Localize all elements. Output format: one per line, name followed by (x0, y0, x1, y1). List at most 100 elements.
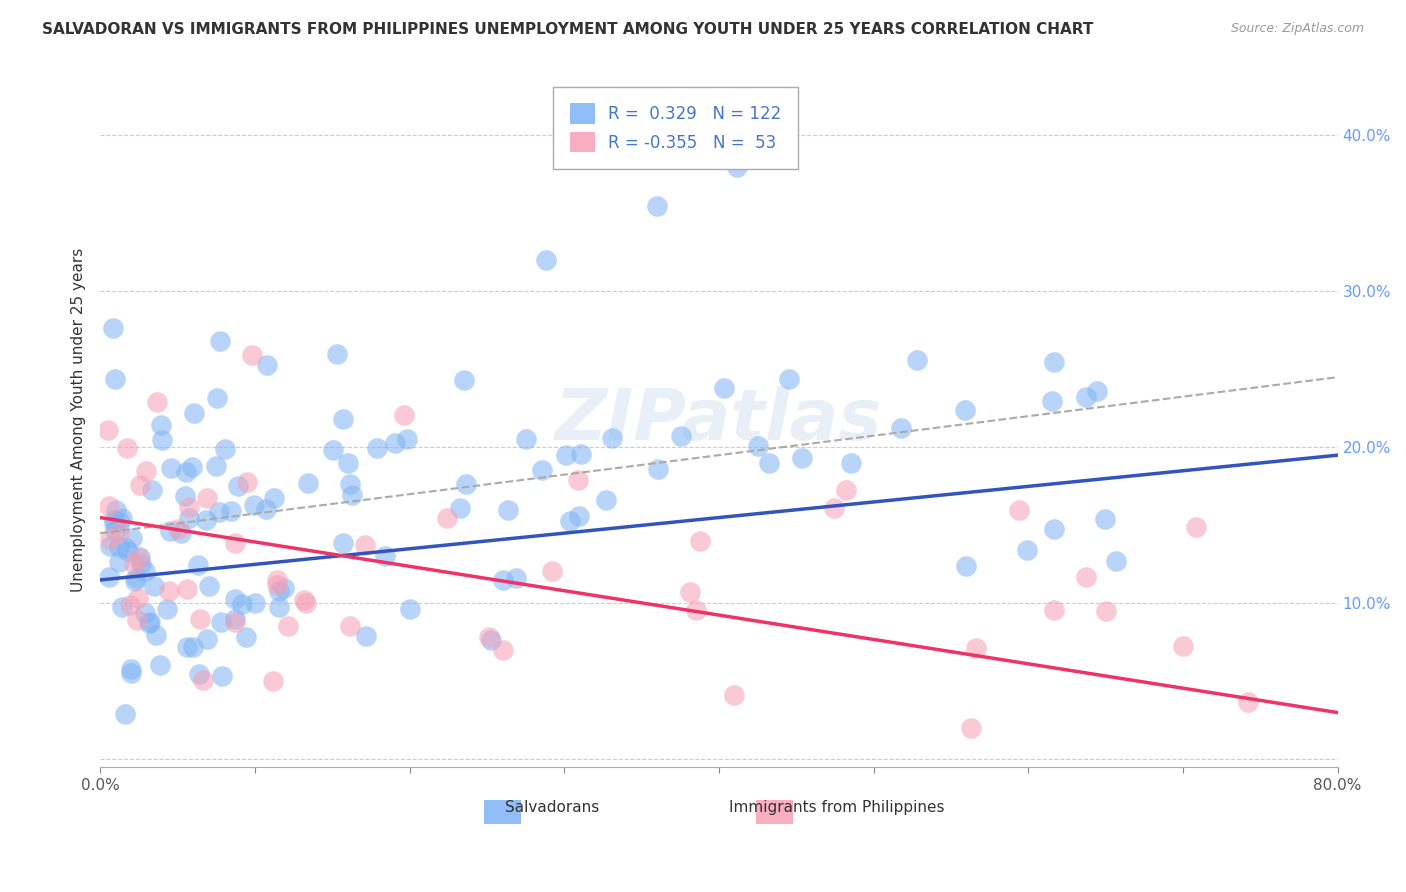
Point (236, 475, 259, 490)
Point (97, 569, 120, 583)
Point (322, 442, 344, 457)
Point (394, 408, 416, 422)
Point (183, 406, 205, 420)
Point (226, 479, 249, 493)
Point (219, 504, 242, 518)
Point (108, 541, 131, 555)
Point (108, 516, 131, 530)
Point (332, 536, 354, 550)
Bar (484, 800, 520, 824)
Point (167, 522, 190, 536)
Point (138, 616, 160, 631)
Point (332, 412, 354, 426)
Point (98, 532, 121, 546)
Point (600, 431, 623, 445)
Point (176, 465, 198, 479)
Point (256, 358, 278, 372)
Point (356, 629, 378, 643)
Point (181, 640, 204, 654)
Point (143, 579, 166, 593)
Point (149, 657, 172, 672)
Point (953, 403, 976, 417)
Point (1237, 695, 1260, 709)
Text: Source: ZipAtlas.com: Source: ZipAtlas.com (1230, 22, 1364, 36)
Point (567, 473, 589, 487)
Point (169, 525, 191, 540)
Point (1185, 520, 1208, 534)
Point (905, 353, 928, 368)
Point (129, 550, 152, 565)
Point (243, 498, 266, 512)
Point (266, 573, 288, 587)
Point (449, 500, 471, 515)
Point (478, 631, 501, 645)
Point (292, 593, 315, 607)
Point (173, 489, 195, 503)
Point (1085, 384, 1108, 399)
Point (111, 511, 134, 525)
Point (145, 628, 167, 642)
Point (1173, 639, 1195, 653)
Point (669, 429, 692, 443)
Point (595, 493, 617, 508)
Point (960, 721, 983, 735)
Point (336, 456, 359, 470)
Point (540, 564, 562, 578)
Point (965, 641, 987, 656)
Point (277, 619, 299, 633)
Point (177, 510, 200, 524)
Point (98, 499, 121, 513)
Point (339, 619, 361, 633)
Point (689, 533, 711, 548)
Point (890, 421, 912, 435)
Point (297, 476, 319, 491)
Point (835, 483, 858, 497)
Point (395, 432, 418, 446)
Point (150, 433, 173, 447)
Point (1043, 603, 1066, 617)
Point (124, 574, 146, 588)
Point (181, 460, 204, 475)
Text: SALVADORAN VS IMMIGRANTS FROM PHILIPPINES UNEMPLOYMENT AMONG YOUTH UNDER 25 YEAR: SALVADORAN VS IMMIGRANTS FROM PHILIPPINE… (42, 22, 1094, 37)
Bar (756, 800, 793, 824)
Point (155, 602, 177, 616)
Point (823, 501, 845, 516)
Point (141, 483, 163, 497)
Point (235, 630, 257, 644)
Point (384, 435, 406, 450)
Point (266, 578, 288, 592)
Point (128, 551, 150, 566)
Point (204, 458, 226, 473)
Point (1094, 512, 1116, 526)
Point (117, 543, 139, 558)
Point (723, 688, 745, 702)
Point (121, 532, 143, 546)
Point (127, 591, 149, 605)
Point (209, 615, 232, 629)
Point (647, 462, 669, 476)
Point (131, 557, 153, 571)
Point (560, 514, 582, 528)
Point (224, 592, 246, 607)
Text: ZIPatlas: ZIPatlas (555, 385, 883, 455)
Point (120, 662, 142, 676)
Point (98, 539, 121, 553)
Point (534, 252, 557, 267)
Point (115, 441, 138, 455)
Point (747, 439, 769, 453)
Point (128, 478, 150, 492)
Point (224, 615, 246, 629)
Point (1105, 554, 1128, 568)
Point (208, 334, 231, 348)
Point (479, 632, 502, 647)
Point (1043, 522, 1066, 536)
Point (103, 321, 125, 335)
Point (1076, 391, 1098, 405)
Point (114, 707, 136, 722)
Point (176, 640, 198, 654)
Point (120, 666, 142, 681)
Point (374, 549, 396, 564)
Point (955, 558, 977, 573)
Point (125, 613, 148, 627)
Point (555, 448, 578, 462)
